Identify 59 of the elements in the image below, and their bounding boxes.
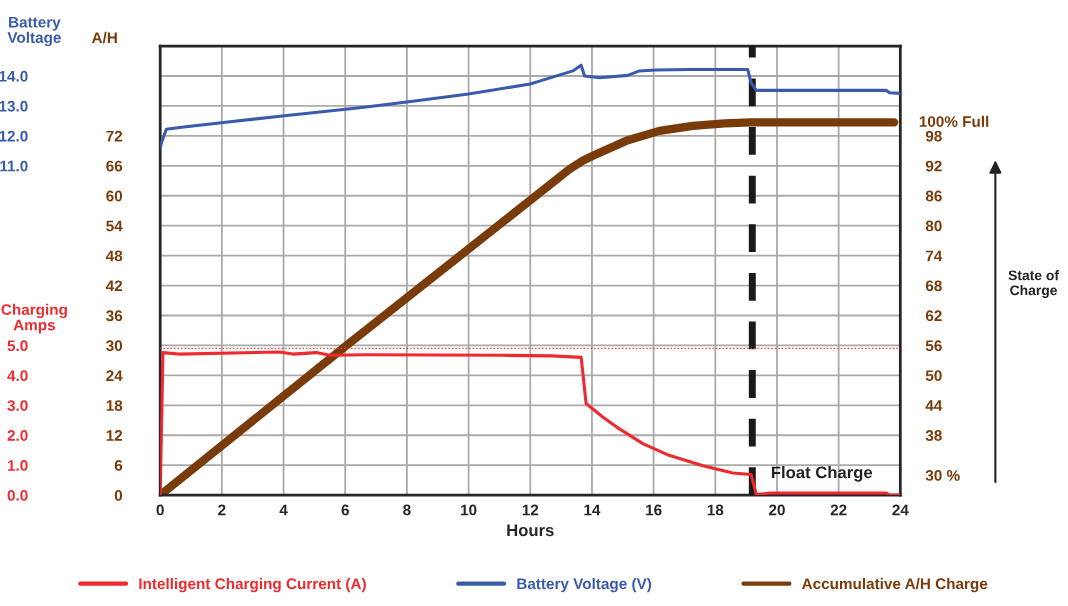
y-tick-label: 60 [106, 190, 123, 202]
y3-tick-label: 12.0 [0, 130, 28, 142]
y-tick-label: 18 [106, 400, 123, 411]
legend-label: Accumulative A/H Charge [801, 577, 988, 593]
x-tick-label: 22 [830, 504, 847, 516]
legend-label: Intelligent Charging Current (A) [139, 577, 366, 593]
text: 100% Full [919, 115, 989, 127]
text: Charging Amps [1, 303, 67, 334]
y-tick-label: 0 [114, 489, 123, 501]
y-tick-label: 36 [106, 310, 123, 322]
x-tick-label: 20 [769, 504, 785, 516]
y-tick-label: 12 [106, 430, 123, 441]
x-tick-label: 8 [403, 504, 411, 516]
x-axis-title: Hours [507, 524, 554, 537]
legend-label: Battery Voltage (V) [517, 577, 652, 593]
x-tick-label: 10 [461, 504, 477, 516]
y-tick-label: 6 [114, 460, 123, 471]
y2-tick-label: 56 [925, 340, 942, 352]
y-tick-label: 48 [105, 250, 123, 262]
y3-axis-title: Battery Voltage [7, 16, 61, 47]
annotation: Float Charge [771, 466, 873, 482]
y2-tick-label: 68 [925, 280, 942, 292]
x-tick-label: 24 [892, 504, 909, 516]
y3-tick-label: 5.0 [7, 340, 28, 352]
y3-tick-label: 1.0 [7, 460, 28, 471]
y3-tick-label: 4.0 [7, 370, 28, 382]
y2-tick-label: 92 [925, 160, 942, 172]
y3-tick-label: 14.0 [0, 70, 28, 82]
y2-tick-label: 98 [925, 130, 942, 142]
y-tick-label: 42 [105, 280, 123, 292]
y-tick-label: 54 [106, 220, 123, 232]
x-tick-label: 18 [707, 504, 724, 516]
y2-tick-label: 74 [925, 250, 943, 262]
y2-tick-label: 38 [925, 430, 942, 441]
x-tick-label: 2 [218, 504, 226, 516]
y2-tick-label: 80 [925, 220, 942, 232]
y2-tick-label: 62 [925, 310, 942, 322]
x-tick-label: 12 [522, 504, 539, 516]
y-axis-title: A/H [91, 31, 117, 44]
y3-tick-label: 0.0 [7, 489, 28, 501]
y-tick-label: 66 [106, 160, 123, 172]
x-tick-label: 4 [279, 504, 288, 516]
y2-tick-label: 44 [925, 400, 943, 411]
y-tick-label: 72 [106, 130, 123, 142]
x-tick-label: 0 [156, 504, 164, 516]
y2-tick-label: 50 [925, 370, 942, 382]
y3-tick-label: 3.0 [7, 400, 28, 411]
y2-tick-label: 30 % [925, 470, 960, 481]
x-tick-label: 6 [341, 504, 349, 516]
line-series [160, 63, 901, 150]
y-tick-label: 24 [106, 370, 123, 381]
y2-tick-label: 86 [925, 190, 942, 202]
y-tick-label: 30 [106, 340, 123, 352]
y3-tick-label: 2.0 [7, 430, 28, 441]
y2-axis-title: State of Charge [1008, 270, 1060, 299]
y3-tick-label: 11.0 [0, 160, 28, 172]
x-tick-label: 14 [584, 504, 601, 516]
y3-tick-label: 13.0 [0, 100, 28, 112]
x-tick-label: 16 [646, 504, 662, 516]
